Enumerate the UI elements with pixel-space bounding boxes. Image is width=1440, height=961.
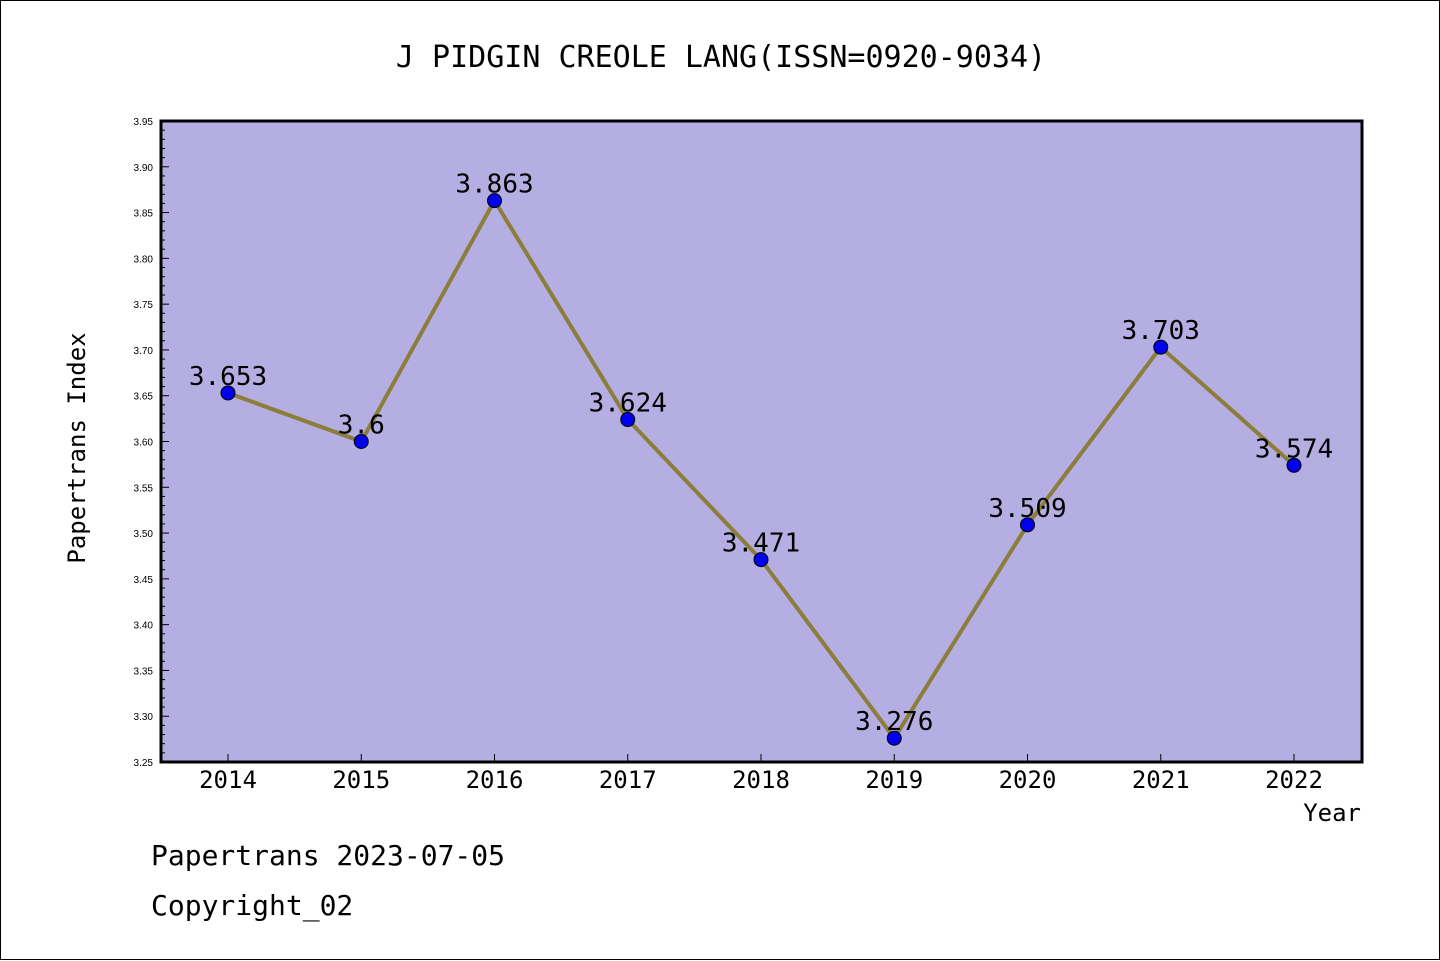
y-tick-label: 3.55	[134, 483, 154, 494]
data-point	[753, 552, 769, 568]
y-tick-label: 3.95	[134, 117, 154, 128]
x-tick-label: 2014	[199, 766, 257, 794]
data-point	[487, 193, 502, 209]
data-point	[620, 412, 636, 428]
footer-date-text: Papertrans 2023-07-05	[151, 839, 505, 872]
y-tick-label: 3.45	[134, 575, 154, 586]
y-tick-label: 3.65	[134, 392, 154, 403]
y-tick-label: 3.80	[134, 254, 154, 265]
data-point	[220, 385, 236, 401]
y-tick-label: 3.25	[134, 758, 154, 769]
data-point	[1020, 517, 1035, 533]
y-axis-label: Papertrans Index	[63, 332, 91, 563]
x-tick-label: 2017	[599, 766, 657, 794]
y-tick-label: 3.35	[134, 666, 154, 677]
data-point	[1153, 339, 1169, 355]
x-tick-label: 2022	[1265, 766, 1323, 794]
x-tick-label: 2015	[332, 766, 390, 794]
data-label: 3.509	[988, 494, 1066, 524]
plot-area	[159, 119, 1364, 764]
x-tick-label: 2021	[1132, 766, 1190, 794]
series-layer: 3.653 3.6 3.863 3.624 3.471 3.276 3.509 3.703 3.…	[189, 170, 1333, 746]
x-tick-label: 2020	[999, 766, 1057, 794]
y-tick-label: 3.50	[134, 529, 154, 540]
x-tick-label: 2016	[466, 766, 524, 794]
data-point	[353, 434, 369, 449]
data-label: 3.653	[189, 362, 267, 392]
data-label: 3.863	[455, 170, 533, 200]
data-label: 3.471	[722, 529, 800, 559]
x-axis-label: Year	[1303, 799, 1361, 827]
y-tick-label: 3.40	[134, 621, 154, 632]
y-tick-label: 3.75	[134, 300, 154, 311]
data-label: 3.276	[855, 707, 933, 737]
data-label: 3.624	[589, 389, 667, 419]
y-tick-label: 3.70	[134, 346, 154, 357]
x-tick-label: 2019	[865, 766, 923, 794]
y-tick-label: 3.30	[134, 712, 154, 723]
x-tick-label: 2018	[732, 766, 790, 794]
y-tick-label: 3.90	[134, 163, 154, 174]
y-tick-label: 3.60	[134, 438, 154, 449]
y-tick-label: 3.85	[134, 209, 154, 220]
data-label: 3.703	[1122, 316, 1200, 346]
data-label: 3.6	[338, 411, 385, 441]
x-axis: 2014 2015 2016 2017 2018 2019 2020 2021 2022	[199, 754, 1323, 794]
data-point	[1286, 457, 1302, 473]
chart-title: J PIDGIN CREOLE LANG(ISSN=0920-9034)	[396, 40, 1046, 75]
footer-copyright-text: Copyright_02	[151, 889, 353, 923]
y-axis: 3.25 3.30 3.35 3.40 3.45 3.50 3.55 3.60 3.65 3.70…	[134, 117, 169, 769]
data-label: 3.574	[1255, 434, 1333, 464]
data-point	[886, 730, 902, 746]
